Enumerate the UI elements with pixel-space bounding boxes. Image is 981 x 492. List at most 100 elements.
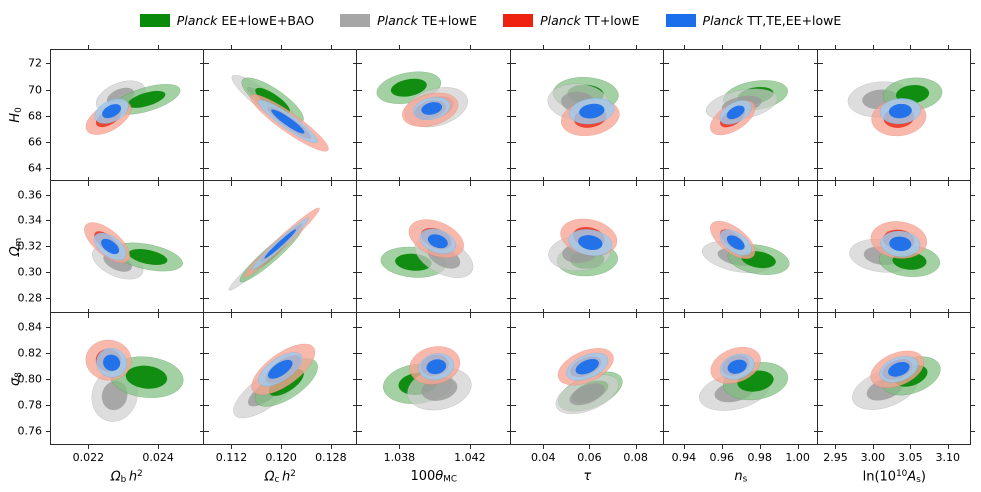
- panel-sigma8-vs-theta[interactable]: [357, 313, 511, 445]
- xtick-top-omch2-0.112: [231, 45, 233, 49]
- xtick-ns-0.96: [721, 445, 723, 449]
- panel-H0-vs-ns[interactable]: [664, 49, 818, 181]
- ytick-mid-omegam-0.32-c4: [660, 246, 669, 248]
- panel-H0-vs-logA[interactable]: [817, 49, 971, 181]
- xtick-mid-logA-3-r2: [872, 309, 874, 318]
- ytick-mid-H0-70-c2: [353, 89, 362, 91]
- xtick-mid-logA-3.05-r1: [910, 177, 912, 186]
- xtick-top-tau-0.06: [589, 45, 591, 49]
- xtick-top-omch2-0.12: [281, 45, 283, 49]
- ytick-mid-sigma8-0.84-c5: [813, 326, 823, 328]
- panel-sigma8-vs-ombh2[interactable]: [50, 313, 204, 445]
- panel-H0-vs-omch2[interactable]: [203, 49, 357, 181]
- contour-tt_te_ee-68: [101, 238, 120, 255]
- xtick-mid-ombh2-0.024-r1: [158, 177, 160, 186]
- contour-ee_lowe_bao-68: [390, 78, 427, 97]
- panel-H0-vs-tau[interactable]: [510, 49, 664, 181]
- ytick-mid-H0-68-c3: [506, 115, 516, 117]
- panel-omegam-vs-tau[interactable]: [510, 181, 664, 313]
- panel-sigma8-vs-logA[interactable]: [817, 313, 971, 445]
- xtick-top-theta-1.042: [469, 45, 471, 49]
- xlabel-omch2: Ωc h2: [264, 469, 296, 485]
- legend-swatch-tt_te_ee: [665, 13, 696, 27]
- contour-tt_te_ee: [414, 349, 459, 384]
- ytick-mid-omegam-0.34-c5: [813, 220, 823, 222]
- xtick-ns-0.94: [683, 445, 685, 449]
- ytick-mid-H0-72-c4: [660, 63, 669, 65]
- xtick-ns-0.98: [759, 445, 761, 449]
- ytick-mid-sigma8-0.78-c1: [199, 405, 209, 407]
- xtick-ns-1: [797, 445, 799, 449]
- panel-sigma8-vs-ns[interactable]: [664, 313, 818, 445]
- xtick-mid-ns-0.98-r1: [759, 177, 761, 186]
- ytick-right-omegam-0.36: [971, 194, 975, 196]
- xtick-mid-tau-0.08-r1: [635, 177, 637, 186]
- panel-omegam-vs-ombh2[interactable]: [50, 181, 204, 313]
- ytick-H0-68: [46, 115, 50, 117]
- panel-H0-vs-ombh2[interactable]: [50, 49, 204, 181]
- ytick-sigma8-0.8: [46, 379, 50, 381]
- xtick-label-logA-3: 3.00: [860, 451, 886, 464]
- ytick-mid-sigma8-0.8-c3: [506, 379, 516, 381]
- legend-item-te_lowe[interactable]: Planck TE+lowE: [340, 13, 477, 28]
- xtick-top-logA-3.1: [947, 45, 949, 49]
- ytick-label-H0-72: 72: [28, 56, 42, 70]
- panel-omegam-vs-theta[interactable]: [357, 181, 511, 313]
- legend-item-tt_te_ee[interactable]: Planck TT,TE,EE+lowE: [665, 13, 841, 28]
- xtick-mid-ombh2-0.022-r2: [88, 309, 90, 318]
- panel-sigma8-vs-omch2[interactable]: [203, 313, 357, 445]
- ytick-mid-sigma8-0.76-c4: [660, 431, 669, 433]
- legend-item-ee_lowe_bao[interactable]: Planck EE+lowE+BAO: [139, 13, 314, 28]
- panel-H0-vs-theta[interactable]: [357, 49, 511, 181]
- legend-label-te_lowe: Planck TE+lowE: [377, 12, 478, 28]
- ytick-mid-H0-68-c4: [660, 115, 669, 117]
- ytick-mid-H0-64-c2: [353, 167, 362, 169]
- ytick-mid-H0-64-c4: [660, 167, 669, 169]
- ytick-mid-omegam-0.32-c3: [506, 246, 516, 248]
- panel-sigma8-vs-tau[interactable]: [510, 313, 664, 445]
- contour-tt_te_ee: [89, 93, 134, 128]
- ytick-mid-sigma8-0.82-c5: [813, 352, 823, 354]
- ytick-mid-sigma8-0.82-c4: [660, 352, 669, 354]
- panel-omegam-vs-omch2[interactable]: [203, 181, 357, 313]
- xlabel-tau: τ: [583, 469, 592, 484]
- ytick-mid-sigma8-0.82-c1: [199, 352, 209, 354]
- xtick-logA-3.1: [947, 445, 949, 449]
- ytick-right-sigma8-0.84: [971, 326, 975, 328]
- ytick-mid-sigma8-0.84-c2: [353, 326, 362, 328]
- ytick-H0-72: [46, 63, 50, 65]
- xtick-mid-tau-0.06-r2: [589, 309, 591, 318]
- ytick-mid-omegam-0.28-c2: [353, 297, 362, 299]
- ytick-mid-H0-68-c5: [813, 115, 823, 117]
- contour-tt_te_ee: [566, 95, 617, 128]
- ytick-sigma8-0.82: [46, 352, 50, 354]
- xtick-mid-ns-1-r2: [797, 309, 799, 318]
- ytick-mid-H0-68-c1: [199, 115, 209, 117]
- ytick-label-omegam-0.34: 0.34: [17, 213, 43, 227]
- xtick-label-logA-3.1: 3.10: [935, 451, 961, 464]
- ytick-mid-omegam-0.36-c3: [506, 194, 516, 196]
- legend-item-tt_lowe[interactable]: Planck TT+lowE: [503, 13, 640, 28]
- panel-omegam-vs-ns[interactable]: [664, 181, 818, 313]
- xtick-label-ns-0.94: 0.94: [671, 451, 697, 464]
- ytick-mid-omegam-0.3-c4: [660, 272, 669, 274]
- panel-grid: [50, 49, 971, 445]
- contour-te_lowe-68: [569, 383, 605, 406]
- panel-omegam-vs-logA[interactable]: [817, 181, 971, 313]
- contour-tt_te_ee: [874, 351, 923, 388]
- xtick-omch2-0.112: [231, 445, 233, 449]
- ytick-mid-omegam-0.28-c5: [813, 297, 823, 299]
- ytick-label-sigma8-0.8: 0.80: [17, 372, 43, 386]
- ytick-mid-sigma8-0.8-c1: [199, 379, 209, 381]
- ytick-mid-omegam-0.34-c3: [506, 220, 516, 222]
- ytick-mid-sigma8-0.84-c3: [506, 326, 516, 328]
- ytick-omegam-0.34: [46, 220, 50, 222]
- ytick-label-sigma8-0.78: 0.78: [17, 398, 43, 412]
- ytick-mid-sigma8-0.8-c5: [813, 379, 823, 381]
- ytick-mid-sigma8-0.8-c4: [660, 379, 669, 381]
- xtick-top-ns-1: [797, 45, 799, 49]
- contour-tt_te_ee: [714, 95, 756, 129]
- ytick-H0-70: [46, 89, 50, 91]
- xtick-mid-logA-3.1-r2: [947, 309, 949, 318]
- xtick-top-omch2-0.128: [330, 45, 332, 49]
